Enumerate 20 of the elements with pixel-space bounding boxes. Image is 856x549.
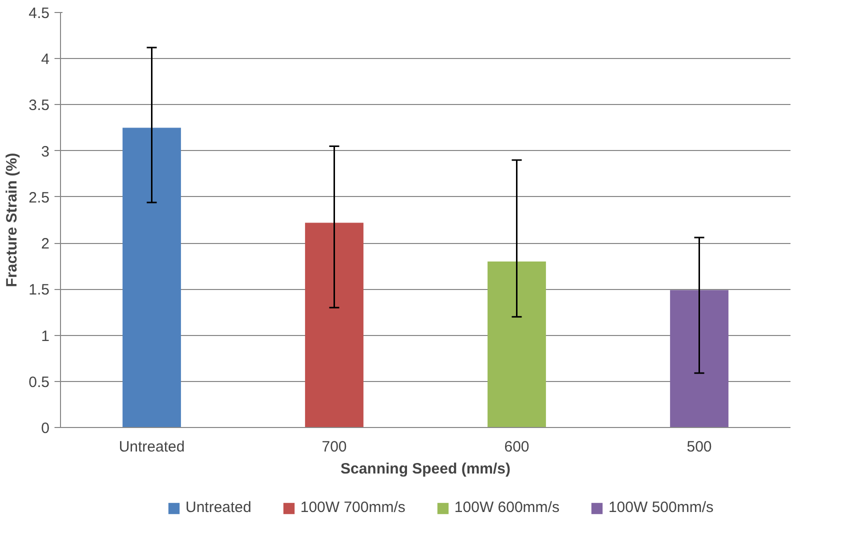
- legend-label: Untreated: [185, 499, 252, 516]
- x-tick-label: 600: [504, 438, 530, 456]
- y-tick-label: 2.5: [28, 189, 50, 206]
- y-tick-label: 1.5: [28, 282, 50, 299]
- y-tick-label: 2: [41, 236, 50, 253]
- x-tick-label: 700: [322, 438, 347, 456]
- legend-label: 100W 600mm/s: [454, 499, 560, 516]
- x-tick-label: 500: [686, 438, 712, 456]
- y-tick-label: 4.5: [28, 5, 50, 22]
- y-tick-label: 3: [41, 143, 50, 160]
- y-tick-label: 0.5: [28, 374, 50, 391]
- legend-label: 100W 500mm/s: [608, 499, 714, 516]
- y-axis-title: Fracture Strain (%): [4, 152, 21, 288]
- x-tick-label: Untreated: [118, 438, 185, 456]
- y-tick-label: 1: [41, 328, 50, 345]
- legend-label: 100W 700mm/s: [300, 499, 406, 516]
- y-tick-label: 4: [41, 51, 50, 68]
- y-tick-label: 0: [41, 420, 50, 437]
- y-tick-label: 3.5: [28, 97, 50, 114]
- x-axis-title: Scanning Speed (mm/s): [340, 460, 511, 478]
